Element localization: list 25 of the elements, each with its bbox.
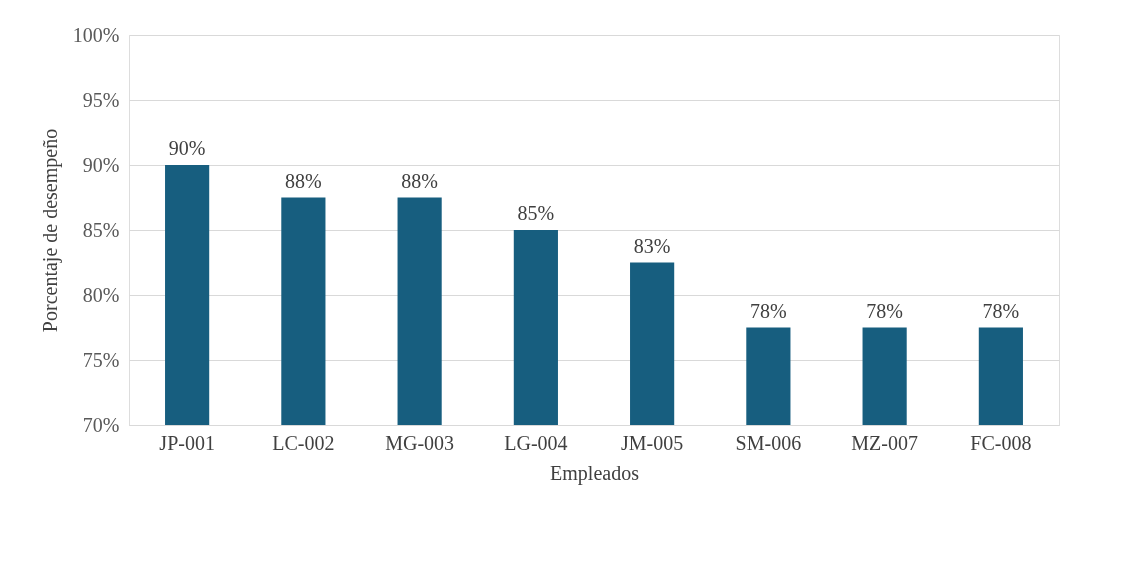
data-label: 90% bbox=[168, 137, 206, 159]
x-tick-label: FC-008 bbox=[970, 431, 1032, 454]
x-tick-label: JP-001 bbox=[159, 431, 215, 454]
x-tick-label: MG-003 bbox=[385, 431, 455, 454]
data-label: 88% bbox=[401, 169, 438, 192]
y-tick-label: 100% bbox=[72, 23, 120, 46]
data-label: 78% bbox=[866, 299, 903, 322]
data-label: 85% bbox=[517, 202, 555, 224]
data-label: 83% bbox=[633, 234, 671, 257]
data-label: 78% bbox=[982, 299, 1020, 322]
x-tick-label: SM-006 bbox=[735, 431, 802, 454]
y-tick-label: 75% bbox=[82, 348, 120, 371]
y-tick-label: 70% bbox=[82, 413, 120, 436]
data-label: 88% bbox=[285, 169, 322, 192]
data-label: 78% bbox=[750, 299, 787, 322]
y-axis-title: Porcentaje de desempeño bbox=[38, 128, 62, 333]
x-axis-title: Empleados bbox=[550, 461, 640, 485]
x-tick-label: LG-004 bbox=[504, 431, 568, 454]
y-tick-label: 85% bbox=[82, 218, 120, 241]
x-tick-label: MZ-007 bbox=[851, 431, 918, 454]
x-tick-label: LC-002 bbox=[272, 431, 335, 454]
x-tick-label: JM-005 bbox=[621, 431, 684, 454]
y-tick-label: 90% bbox=[82, 153, 120, 176]
y-tick-label: 80% bbox=[82, 283, 120, 306]
y-tick-label: 95% bbox=[82, 88, 120, 111]
